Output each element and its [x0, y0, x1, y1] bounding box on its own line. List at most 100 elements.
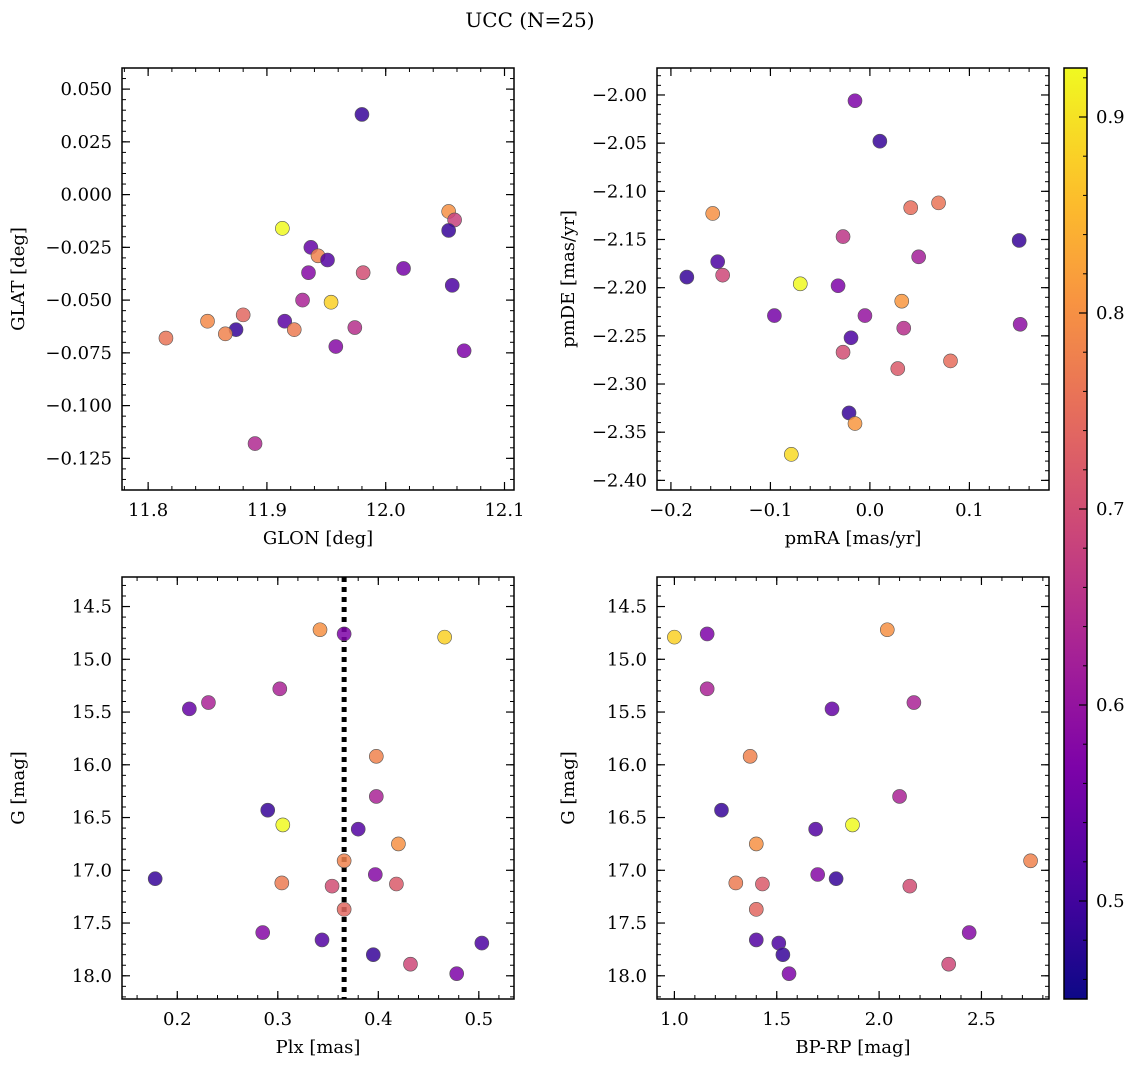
y-tick-label: −2.20	[592, 278, 647, 299]
x-axis-label: pmRA [mas/yr]	[785, 528, 922, 549]
y-tick-label: 14.5	[607, 597, 647, 618]
x-tick-label: 2.5	[967, 1009, 996, 1030]
scatter-point	[748, 932, 764, 948]
scatter-point	[857, 308, 873, 323]
y-tick-label: 18.0	[607, 966, 647, 987]
y-tick-label: 16.5	[72, 808, 112, 829]
scatter-point	[781, 966, 797, 981]
scatter-point	[1011, 233, 1027, 248]
y-tick-label: −0.100	[45, 396, 112, 417]
scatter-point	[728, 875, 744, 891]
scatter-point	[336, 902, 352, 917]
scatter-point	[699, 626, 715, 642]
scatter-point	[274, 875, 290, 891]
scatter-point	[350, 821, 366, 837]
x-tick-label: 0.2	[163, 1009, 192, 1030]
y-axis-label: pmDE [mas/yr]	[558, 210, 579, 348]
y-tick-label: 0.050	[60, 79, 112, 100]
scatter-point	[748, 836, 764, 852]
scatter-point	[679, 269, 695, 285]
scatter-point	[715, 267, 730, 283]
y-tick-label: 16.0	[607, 755, 647, 776]
y-tick-label: −0.075	[45, 343, 112, 364]
colorbar-gradient	[1063, 67, 1088, 1000]
y-tick-label: 17.0	[607, 860, 647, 881]
x-tick-label: −0.2	[649, 500, 693, 521]
scatter-point	[847, 93, 863, 109]
x-tick-label: 0.0	[856, 500, 885, 521]
scatter-point	[272, 681, 288, 697]
colorbar-tick-label: 0.8	[1096, 303, 1125, 324]
scatter-point	[444, 278, 460, 293]
y-tick-label: 17.0	[72, 860, 112, 881]
scatter-point	[474, 935, 490, 951]
y-tick-label: 15.0	[607, 649, 647, 670]
colorbar-tick-label: 0.9	[1096, 107, 1125, 128]
y-tick-label: −2.05	[592, 133, 647, 154]
scatter-point	[830, 278, 846, 294]
y-tick-label: −2.35	[592, 422, 647, 443]
y-tick-label: 15.0	[72, 649, 112, 670]
scatter-point	[755, 876, 770, 892]
x-axis-label: Plx [mas]	[276, 1037, 361, 1058]
scatter-point	[879, 622, 895, 638]
scatter-point	[931, 195, 946, 211]
y-tick-label: −2.15	[592, 229, 647, 250]
x-tick-label: −0.1	[749, 500, 793, 521]
scatter-point	[894, 293, 910, 309]
scatter-point	[365, 947, 381, 962]
colorbar-tick-label: 0.7	[1096, 499, 1125, 520]
scatter-point	[277, 313, 293, 329]
scatter-point	[843, 330, 859, 346]
scatter-point	[368, 789, 384, 804]
scatter-point	[324, 878, 340, 894]
scatter-point	[892, 789, 907, 804]
scatter-point	[295, 292, 310, 308]
y-tick-label: 16.0	[72, 755, 112, 776]
x-tick-label: 12.0	[366, 500, 406, 521]
x-axis-label: GLON [deg]	[263, 528, 373, 549]
y-tick-label: 18.0	[72, 966, 112, 987]
x-tick-label: 12.1	[484, 500, 524, 521]
colorbar-tick-label: 0.5	[1096, 891, 1125, 912]
scatter-point	[403, 956, 418, 972]
panel-bprp_g: 1.0 1.5 2.0 2.5 14.5 15.0 15.5 16.0 16.5 17.0 17.5…	[558, 576, 1050, 1058]
scatter-point	[808, 821, 823, 837]
scatter-point	[699, 681, 715, 697]
scatter-point	[368, 749, 384, 764]
scatter-point	[784, 447, 799, 462]
x-tick-label: 0.4	[364, 1009, 393, 1030]
scatter-point	[260, 802, 276, 818]
scatter-point	[792, 276, 808, 292]
scatter-point	[396, 261, 411, 276]
scatter-point	[835, 229, 851, 244]
scatter-point	[354, 107, 370, 122]
colorbar-tick-label: 0.6	[1096, 695, 1125, 716]
scatter-point	[275, 817, 291, 833]
x-tick-label: 0.5	[465, 1009, 494, 1030]
scatter-point	[336, 853, 352, 869]
scatter-point	[449, 966, 465, 981]
scatter-point	[347, 320, 363, 335]
scatter-point	[391, 836, 406, 852]
y-tick-label: 16.5	[607, 808, 647, 829]
scatter-point	[182, 701, 197, 717]
scatter-point	[328, 339, 344, 354]
scatter-point	[200, 313, 215, 329]
scatter-point	[845, 817, 860, 833]
scatter-point	[903, 200, 919, 216]
scatter-point	[911, 249, 926, 265]
scatter-point	[902, 878, 918, 894]
scatter-point	[389, 876, 404, 892]
x-tick-label: 0.3	[263, 1009, 292, 1030]
y-tick-label: 0.000	[60, 185, 112, 206]
y-axis-label: GLAT [deg]	[8, 227, 29, 331]
scatter-point	[336, 626, 352, 642]
scatter-point	[441, 223, 456, 238]
scatter-point	[255, 925, 271, 940]
x-tick-label: 11.8	[128, 500, 168, 521]
plot-frame	[656, 576, 1050, 1000]
y-axis-label: G [mag]	[558, 751, 579, 824]
y-tick-label: 17.5	[72, 913, 112, 934]
scatter-point	[1023, 853, 1038, 869]
